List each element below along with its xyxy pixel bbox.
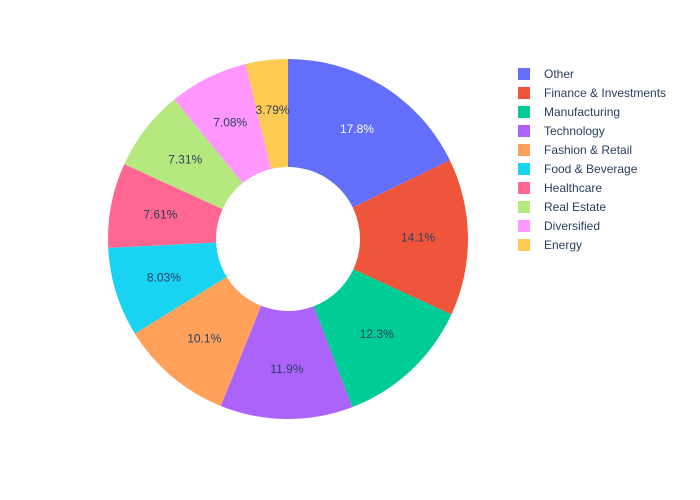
legend-item-energy[interactable]: Energy [518,238,582,252]
legend-item-other[interactable]: Other [518,67,574,81]
legend-swatch-manufacturing [518,106,530,118]
legend-swatch-other [518,68,530,80]
slice-label-diversified: 7.08% [213,116,247,130]
legend-label-food-and-beverage: Food & Beverage [544,162,638,176]
legend-swatch-food-and-beverage [518,163,530,175]
legend-label-healthcare: Healthcare [544,181,602,195]
slice-label-energy: 3.79% [256,103,290,117]
slice-healthcare[interactable] [108,164,223,248]
legend-swatch-diversified [518,220,530,232]
slice-fashion-and-retail[interactable] [134,276,262,406]
legend-label-finance-and-investments: Finance & Investments [544,86,666,100]
slice-label-technology: 11.9% [270,362,303,376]
legend-label-diversified: Diversified [544,219,600,233]
legend-swatch-technology [518,125,530,137]
legend: Other Finance & Investments Manufacturing T… [518,67,666,252]
legend-swatch-energy [518,239,530,251]
legend-swatch-healthcare [518,182,530,194]
slice-diversified[interactable] [174,64,272,184]
legend-swatch-real-estate [518,201,530,213]
slice-energy[interactable] [245,59,288,170]
slice-technology[interactable] [220,305,353,419]
legend-label-real-estate: Real Estate [544,200,606,214]
slice-label-finance-and-investments: 14.1% [401,231,435,245]
pie-slices [108,59,468,419]
legend-label-fashion-and-retail: Fashion & Retail [544,143,632,157]
legend-item-diversified[interactable]: Diversified [518,219,600,233]
slice-food-and-beverage[interactable] [108,242,227,334]
legend-swatch-finance-and-investments [518,87,530,99]
legend-item-healthcare[interactable]: Healthcare [518,181,602,195]
pie-slice-labels: 17.8% 14.1% 12.3% 11.9% 10.1% 8.03% 7.61% 7.31%… [143,103,435,376]
legend-item-food-and-beverage[interactable]: Food & Beverage [518,162,638,176]
slice-finance-and-investments[interactable] [352,160,468,315]
slice-label-real-estate: 7.31% [168,152,202,166]
legend-label-technology: Technology [544,124,605,138]
legend-item-technology[interactable]: Technology [518,124,605,138]
slice-real-estate[interactable] [124,99,243,210]
legend-item-manufacturing[interactable]: Manufacturing [518,105,620,119]
legend-label-other: Other [544,67,574,81]
slice-label-other: 17.8% [340,122,374,136]
legend-swatch-fashion-and-retail [518,144,530,156]
slice-label-healthcare: 7.61% [143,207,177,221]
slice-manufacturing[interactable] [313,269,452,408]
legend-item-finance-and-investments[interactable]: Finance & Investments [518,86,666,100]
slice-label-manufacturing: 12.3% [360,327,394,341]
legend-label-energy: Energy [544,238,582,252]
legend-label-manufacturing: Manufacturing [544,105,620,119]
slice-other[interactable] [288,59,450,208]
slice-label-fashion-and-retail: 10.1% [187,331,221,345]
slice-label-food-and-beverage: 8.03% [147,271,181,285]
legend-item-real-estate[interactable]: Real Estate [518,200,606,214]
legend-item-fashion-and-retail[interactable]: Fashion & Retail [518,143,632,157]
